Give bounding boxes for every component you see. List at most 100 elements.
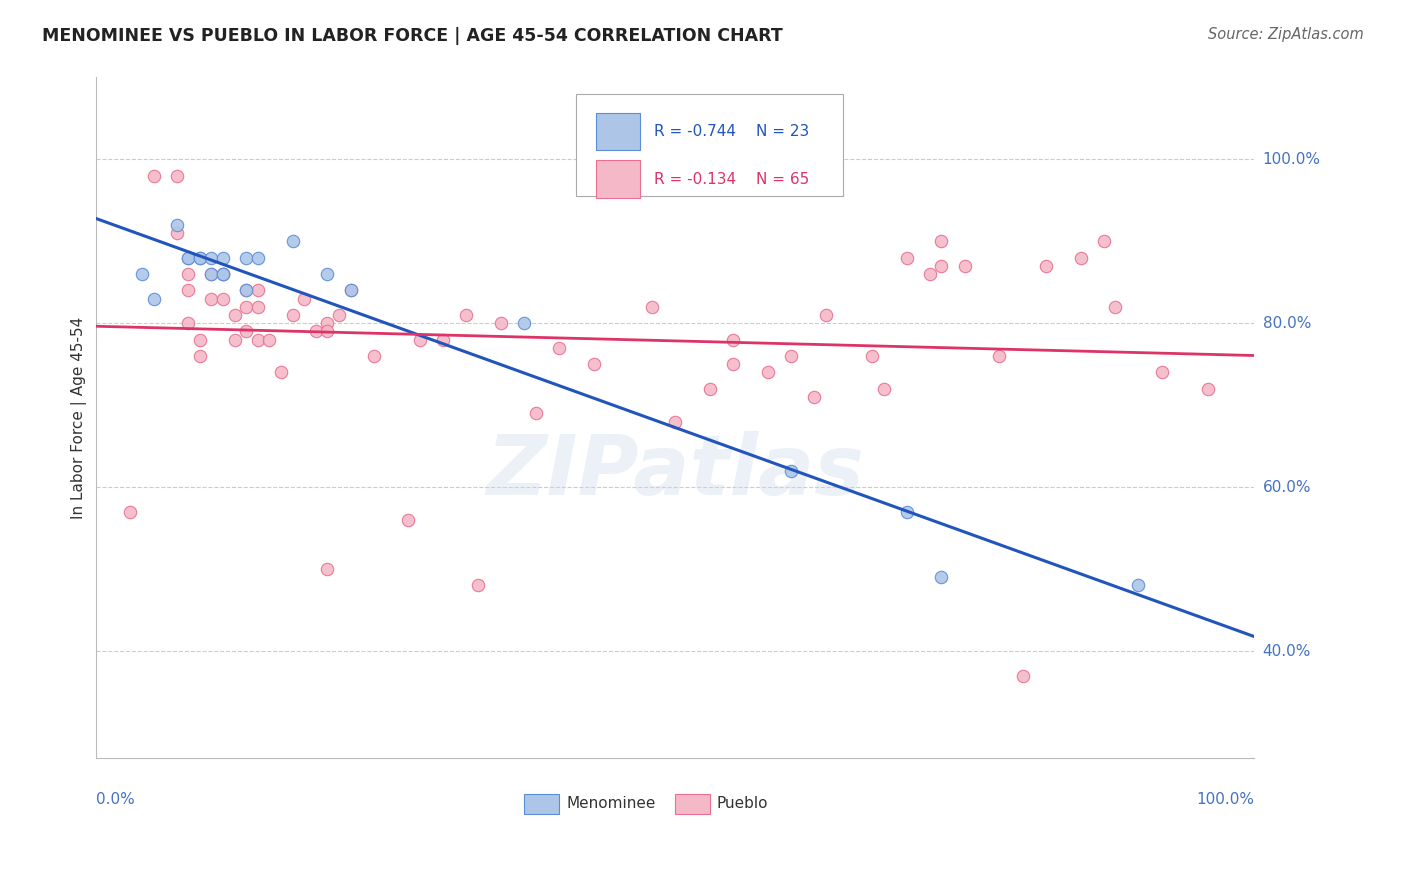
- Point: [1150, 366, 1173, 380]
- Point: [235, 300, 257, 314]
- Text: R = -0.744: R = -0.744: [654, 124, 737, 139]
- Point: [142, 292, 165, 306]
- Text: Menominee: Menominee: [567, 797, 655, 812]
- Text: 0.0%: 0.0%: [96, 791, 135, 806]
- Point: [200, 267, 222, 281]
- Point: [235, 284, 257, 298]
- Text: 100.0%: 100.0%: [1263, 152, 1320, 167]
- Point: [281, 235, 304, 249]
- Point: [548, 341, 571, 355]
- Point: [641, 300, 664, 314]
- Point: [120, 505, 142, 519]
- Point: [188, 333, 211, 347]
- Point: [467, 578, 489, 592]
- Point: [131, 267, 153, 281]
- Point: [814, 308, 837, 322]
- Point: [235, 325, 257, 339]
- Point: [524, 406, 547, 420]
- Point: [1035, 259, 1057, 273]
- Point: [779, 349, 801, 363]
- Point: [931, 259, 953, 273]
- Bar: [596, 112, 640, 150]
- Point: [270, 366, 292, 380]
- Point: [212, 267, 235, 281]
- Point: [246, 333, 269, 347]
- Point: [188, 251, 211, 265]
- Text: 100.0%: 100.0%: [1197, 791, 1254, 806]
- Point: [212, 251, 235, 265]
- Point: [779, 464, 801, 478]
- Point: [721, 357, 744, 371]
- Point: [177, 267, 200, 281]
- Point: [953, 259, 976, 273]
- Point: [1070, 251, 1092, 265]
- Point: [489, 316, 512, 330]
- Text: 80.0%: 80.0%: [1263, 316, 1310, 331]
- Point: [931, 570, 953, 584]
- Text: MENOMINEE VS PUEBLO IN LABOR FORCE | AGE 45-54 CORRELATION CHART: MENOMINEE VS PUEBLO IN LABOR FORCE | AGE…: [42, 27, 783, 45]
- Point: [721, 333, 744, 347]
- Point: [1011, 668, 1033, 682]
- Point: [142, 169, 165, 183]
- Point: [896, 251, 918, 265]
- Text: N = 23: N = 23: [756, 124, 810, 139]
- Point: [409, 333, 432, 347]
- Text: N = 65: N = 65: [756, 171, 810, 186]
- Point: [918, 267, 941, 281]
- Point: [166, 226, 188, 240]
- Bar: [524, 794, 560, 814]
- Point: [896, 505, 918, 519]
- Point: [456, 308, 478, 322]
- Bar: [675, 794, 710, 814]
- Point: [224, 333, 246, 347]
- Point: [988, 349, 1011, 363]
- Point: [513, 316, 536, 330]
- Point: [259, 333, 281, 347]
- Text: ZIPatlas: ZIPatlas: [486, 432, 863, 512]
- Point: [200, 292, 222, 306]
- Point: [432, 333, 454, 347]
- Bar: [596, 161, 640, 198]
- Point: [664, 415, 686, 429]
- Text: 60.0%: 60.0%: [1263, 480, 1312, 495]
- Point: [177, 251, 200, 265]
- Point: [200, 267, 222, 281]
- Point: [177, 316, 200, 330]
- Y-axis label: In Labor Force | Age 45-54: In Labor Force | Age 45-54: [72, 317, 87, 518]
- Point: [339, 284, 361, 298]
- Point: [224, 308, 246, 322]
- Point: [872, 382, 894, 396]
- Point: [212, 292, 235, 306]
- Point: [200, 251, 222, 265]
- Point: [235, 251, 257, 265]
- Point: [188, 349, 211, 363]
- Point: [212, 267, 235, 281]
- Point: [316, 325, 339, 339]
- Point: [1197, 382, 1219, 396]
- Point: [363, 349, 385, 363]
- Text: Source: ZipAtlas.com: Source: ZipAtlas.com: [1208, 27, 1364, 42]
- Text: Pueblo: Pueblo: [717, 797, 768, 812]
- Point: [177, 251, 200, 265]
- Point: [1092, 235, 1115, 249]
- FancyBboxPatch shape: [576, 95, 844, 196]
- Text: R = -0.134: R = -0.134: [654, 171, 737, 186]
- Point: [246, 300, 269, 314]
- Point: [803, 390, 825, 404]
- Point: [177, 284, 200, 298]
- Point: [699, 382, 721, 396]
- Point: [756, 366, 779, 380]
- Text: 40.0%: 40.0%: [1263, 643, 1310, 658]
- Point: [188, 251, 211, 265]
- Point: [246, 251, 269, 265]
- Point: [1104, 300, 1126, 314]
- Point: [398, 513, 420, 527]
- Point: [931, 235, 953, 249]
- Point: [292, 292, 315, 306]
- Point: [305, 325, 328, 339]
- Point: [339, 284, 361, 298]
- Point: [328, 308, 350, 322]
- Point: [316, 267, 339, 281]
- Point: [281, 308, 304, 322]
- Point: [235, 284, 257, 298]
